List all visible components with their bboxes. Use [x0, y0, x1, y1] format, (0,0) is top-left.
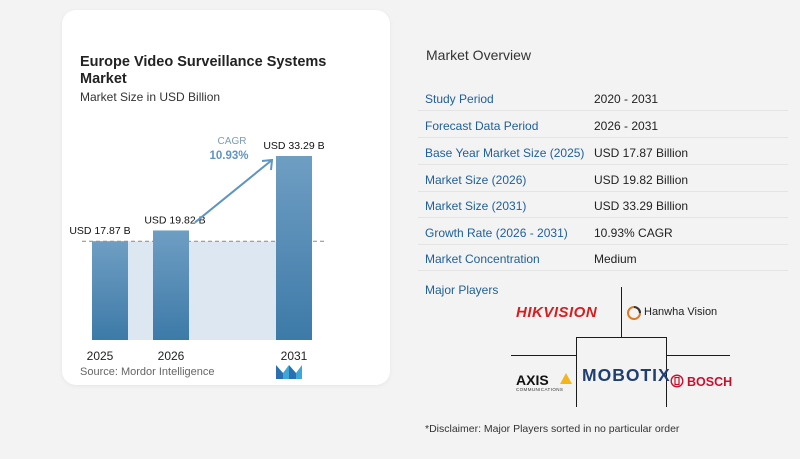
- overview-key: Market Size (2031): [425, 199, 527, 213]
- overview-value: USD 17.87 Billion: [594, 146, 689, 160]
- divider: [666, 355, 730, 356]
- overview-row: Study Period 2020 - 2031: [418, 85, 788, 111]
- hanwha-logo-icon: [627, 306, 641, 320]
- chart-title: Europe Video Surveillance Systems Market: [80, 54, 327, 87]
- divider: [576, 337, 577, 407]
- bar-2025: [92, 241, 128, 340]
- overview-key: Study Period: [425, 92, 494, 106]
- divider: [666, 337, 667, 407]
- mordor-logo-icon: [276, 365, 302, 379]
- mobotix-logo: MOBOTIX: [582, 365, 671, 385]
- overview-key: Growth Rate (2026 - 2031): [425, 226, 568, 240]
- x-tick-label: 2026: [158, 349, 185, 363]
- overview-value: USD 19.82 Billion: [594, 173, 689, 187]
- bar-2026: [153, 230, 189, 340]
- overview-value: Medium: [594, 252, 637, 266]
- bar-2031: [276, 156, 312, 340]
- bosch-logo: BOSCH: [687, 375, 733, 389]
- bar-value-label: USD 33.29 B: [263, 140, 324, 152]
- axis-triangle-icon: [560, 373, 572, 384]
- chart-subtitle: Market Size in USD Billion: [80, 90, 221, 104]
- overview-panel: Market Overview Study Period 2020 - 2031…: [408, 0, 800, 459]
- overview-row: Forecast Data Period 2026 - 2031: [418, 112, 788, 138]
- overview-value: 2026 - 2031: [594, 119, 659, 133]
- overview-row: Base Year Market Size (2025) USD 17.87 B…: [418, 139, 788, 165]
- hanwha-vision-logo: Hanwha Vision: [644, 306, 718, 318]
- hikvision-logo: HIKVISION: [516, 304, 598, 321]
- cagr-arrow-head: [261, 158, 274, 171]
- divider: [511, 355, 577, 356]
- chart-source: Source: Mordor Intelligence: [80, 366, 215, 378]
- bar-chart: USD 17.87 B 2025 USD 19.82 B 2026 USD 33.29 …: [69, 136, 326, 363]
- x-tick-label: 2025: [87, 349, 114, 363]
- overview-row: Market Size (2026) USD 19.82 Billion: [418, 166, 788, 192]
- major-players-title: Major Players: [425, 283, 499, 297]
- bosch-logo-icon: [670, 374, 684, 388]
- overview-key: Base Year Market Size (2025): [425, 146, 585, 160]
- axis-logo-subtext: COMMUNICATIONS: [516, 387, 564, 392]
- divider: [576, 337, 666, 338]
- overview-key: Market Concentration: [425, 252, 540, 266]
- overview-key: Forecast Data Period: [425, 119, 539, 133]
- chart-card: Europe Video Surveillance Systems Market…: [62, 10, 390, 385]
- disclaimer: *Disclaimer: Major Players sorted in no …: [425, 423, 680, 435]
- overview-value: 10.93% CAGR: [594, 226, 673, 240]
- overview-value: 2020 - 2031: [594, 92, 659, 106]
- divider: [621, 287, 622, 337]
- cagr-arrow: [194, 159, 273, 224]
- axis-logo: AXIS: [516, 372, 549, 388]
- overview-row: Market Concentration Medium: [418, 245, 788, 271]
- overview-row: Market Size (2031) USD 33.29 Billion: [418, 192, 788, 218]
- x-tick-label: 2031: [281, 349, 308, 363]
- cagr-label: CAGR: [218, 136, 247, 147]
- overview-key: Market Size (2026): [425, 173, 527, 187]
- cagr-value: 10.93%: [209, 150, 248, 162]
- overview-value: USD 33.29 Billion: [594, 199, 689, 213]
- overview-row: Growth Rate (2026 - 2031) 10.93% CAGR: [418, 219, 788, 245]
- bar-value-label: USD 19.82 B: [144, 214, 205, 226]
- overview-title: Market Overview: [426, 47, 532, 63]
- bar-value-label: USD 17.87 B: [69, 225, 130, 237]
